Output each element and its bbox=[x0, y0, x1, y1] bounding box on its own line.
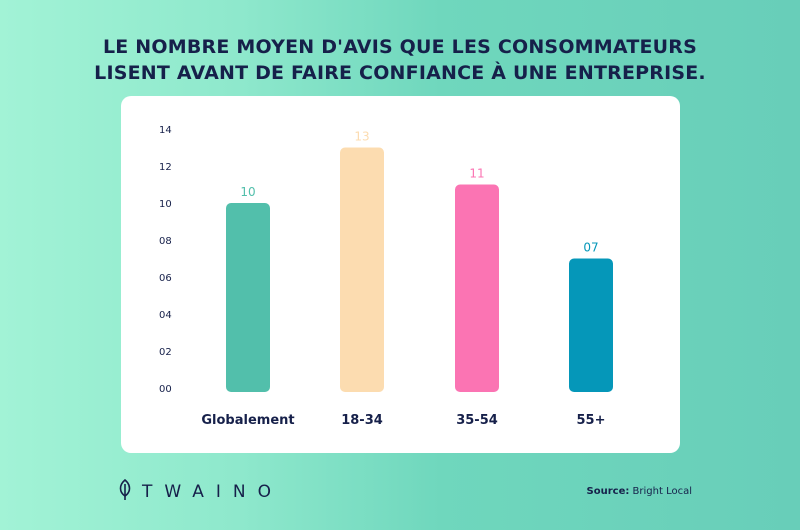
x-category-label: Globalement bbox=[201, 413, 294, 428]
chart-title-line-2: LISENT AVANT DE FAIRE CONFIANCE À UNE EN… bbox=[94, 62, 706, 84]
bar bbox=[455, 184, 499, 392]
bar-value-label: 10 bbox=[240, 185, 255, 199]
y-tick-label: 12 bbox=[159, 162, 172, 173]
x-category-label: 35-54 bbox=[456, 413, 498, 428]
source-note: Source: Bright Local bbox=[587, 486, 692, 497]
y-tick-label: 02 bbox=[159, 347, 172, 358]
chart-title-line-1: LE NOMBRE MOYEN D'AVIS QUE LES CONSOMMAT… bbox=[103, 36, 697, 58]
bar bbox=[340, 147, 384, 392]
y-tick-label: 06 bbox=[159, 273, 172, 284]
source-label: Source: bbox=[586, 486, 630, 497]
bar bbox=[569, 258, 613, 392]
source-value: Bright Local bbox=[632, 486, 692, 497]
y-tick-label: 04 bbox=[159, 310, 172, 321]
bar-value-label: 07 bbox=[583, 241, 598, 255]
bar-value-label: 13 bbox=[354, 130, 369, 144]
chart-card: 00 02 04 06 08 10 12 14 10 Globalement 13 18-34 11 35… bbox=[121, 96, 680, 453]
y-tick-label: 00 bbox=[159, 384, 172, 395]
leaf-icon bbox=[118, 478, 132, 505]
y-tick-label: 10 bbox=[159, 199, 172, 210]
chart-title: LE NOMBRE MOYEN D'AVIS QUE LES CONSOMMAT… bbox=[0, 34, 800, 86]
y-tick-label: 14 bbox=[159, 125, 172, 136]
x-category-label: 55+ bbox=[577, 413, 606, 428]
x-category-label: 18-34 bbox=[341, 413, 383, 428]
brand-name: TWAINO bbox=[142, 482, 284, 502]
brand-logo: TWAINO bbox=[118, 478, 284, 505]
bar-value-label: 11 bbox=[469, 167, 484, 181]
bar-chart: 00 02 04 06 08 10 12 14 10 Globalement 13 18-34 11 35… bbox=[159, 125, 613, 428]
bar bbox=[226, 203, 270, 392]
y-tick-label: 08 bbox=[159, 236, 172, 247]
